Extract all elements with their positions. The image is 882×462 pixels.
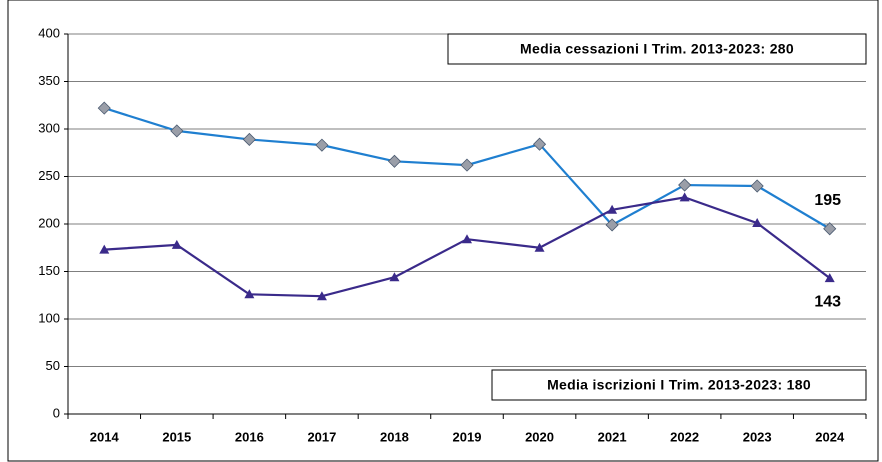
marker (171, 239, 182, 249)
marker (316, 291, 327, 301)
marker (823, 222, 837, 236)
marker (678, 178, 692, 192)
marker (605, 218, 619, 232)
x-tick-label: 2021 (598, 429, 627, 444)
annotation: Media cessazioni I Trim. 2013-2023: 280 (520, 41, 794, 57)
marker (532, 137, 547, 151)
x-tick-label: 2016 (235, 429, 264, 444)
marker (389, 272, 400, 282)
x-tick-label: 2015 (162, 429, 191, 444)
marker (315, 138, 329, 152)
y-tick-label: 50 (46, 358, 60, 373)
y-tick-label: 0 (53, 405, 60, 420)
x-tick-label: 2024 (815, 429, 845, 444)
x-tick-label: 2023 (743, 429, 772, 444)
y-tick-label: 350 (38, 73, 60, 88)
y-tick-label: 250 (38, 168, 60, 183)
data-label: 143 (814, 293, 841, 310)
y-tick-label: 400 (38, 25, 60, 40)
marker (242, 132, 256, 147)
marker (462, 234, 472, 244)
x-tick-label: 2018 (380, 429, 409, 444)
marker (170, 124, 184, 138)
marker (97, 101, 111, 115)
annotation: Media iscrizioni I Trim. 2013-2023: 180 (547, 377, 811, 393)
annotation-box (491, 369, 867, 401)
marker (752, 218, 763, 228)
marker (244, 289, 255, 299)
y-tick-label: 300 (38, 120, 60, 135)
x-tick-label: 2019 (453, 429, 482, 444)
y-tick-label: 200 (38, 215, 60, 230)
marker (750, 179, 764, 193)
marker (679, 192, 690, 202)
y-tick-label: 100 (38, 310, 60, 325)
x-tick-label: 2020 (525, 429, 554, 444)
marker (824, 273, 835, 283)
marker (534, 242, 545, 252)
annotation-box (447, 33, 867, 65)
marker (607, 204, 618, 214)
y-tick-label: 150 (38, 263, 60, 278)
x-tick-label: 2014 (90, 429, 120, 444)
marker (99, 244, 110, 254)
data-label: 195 (814, 192, 841, 209)
marker (387, 154, 402, 168)
x-tick-label: 2022 (670, 429, 699, 444)
marker (460, 158, 474, 172)
x-tick-label: 2017 (307, 429, 336, 444)
